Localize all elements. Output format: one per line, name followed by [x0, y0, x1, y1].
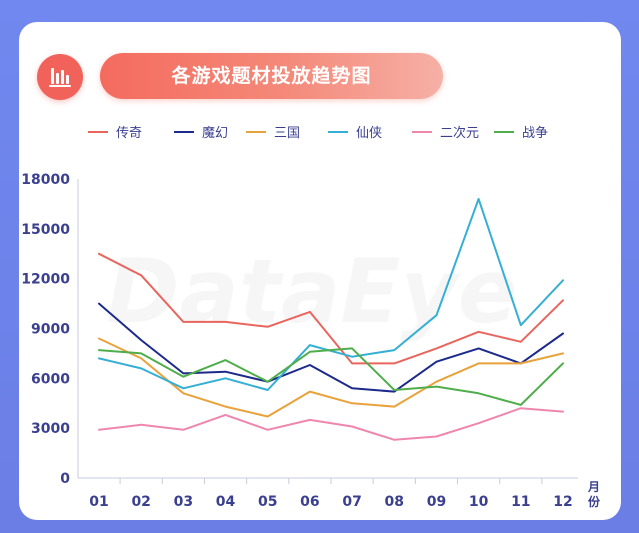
x-tick-label-07: 07: [342, 494, 361, 510]
legend-label-3: 三国: [274, 126, 300, 141]
x-tick-label-11: 11: [511, 494, 530, 510]
y-tick-label-0: 0: [60, 471, 70, 487]
x-tick-label-08: 08: [385, 494, 404, 510]
chart-axes: 0 3000 6000 9000 12000 15000 18000 01 02 03 04 05 06…: [21, 172, 578, 510]
y-tick-label-6: 18000: [21, 172, 70, 188]
y-tick-label-2: 6000: [31, 371, 70, 387]
series-line-6: [98, 347, 564, 406]
legend-label-2: 魔幻: [202, 126, 228, 141]
chart-card: [19, 22, 621, 520]
series-line-2: [98, 302, 564, 393]
x-tick-label-02: 02: [131, 494, 150, 510]
series-line-5: [98, 407, 564, 441]
y-tick-label-3: 9000: [31, 322, 70, 338]
legend-label-6: 战争: [522, 126, 548, 141]
chart-series: [98, 197, 564, 441]
chart-title: 各游戏题材投放趋势图: [171, 65, 372, 87]
chart-legend: 传奇 魔幻 三国 仙侠 二次元 战争: [88, 125, 548, 141]
y-tick-label-4: 12000: [21, 272, 70, 288]
x-tick-label-10: 10: [469, 494, 489, 510]
legend-label-5: 二次元: [440, 125, 479, 141]
x-tick-label-12: 12: [553, 494, 572, 510]
bar-chart-icon: [49, 68, 71, 87]
legend-label-1: 传奇: [116, 125, 142, 141]
legend-label-4: 仙侠: [356, 126, 382, 141]
x-axis-label-char-1: 份: [588, 494, 601, 509]
x-tick-label-09: 09: [427, 494, 446, 510]
chart-badge: [37, 54, 83, 100]
x-axis-label-group: 月份: [587, 480, 601, 509]
series-line-3: [98, 337, 564, 418]
x-axis-label-char-0: 月: [587, 480, 600, 494]
x-tick-label-06: 06: [300, 494, 319, 510]
x-tick-label-04: 04: [216, 494, 236, 510]
x-tick-label-05: 05: [258, 494, 277, 510]
title-banner: 各游戏题材投放趋势图: [100, 53, 443, 99]
x-tick-label-01: 01: [89, 494, 108, 510]
y-tick-label-5: 15000: [21, 222, 70, 238]
series-line-1: [98, 252, 564, 365]
watermark-logo: DataEye: [106, 240, 517, 343]
x-tick-label-03: 03: [174, 494, 193, 510]
y-tick-label-1: 3000: [31, 421, 70, 437]
